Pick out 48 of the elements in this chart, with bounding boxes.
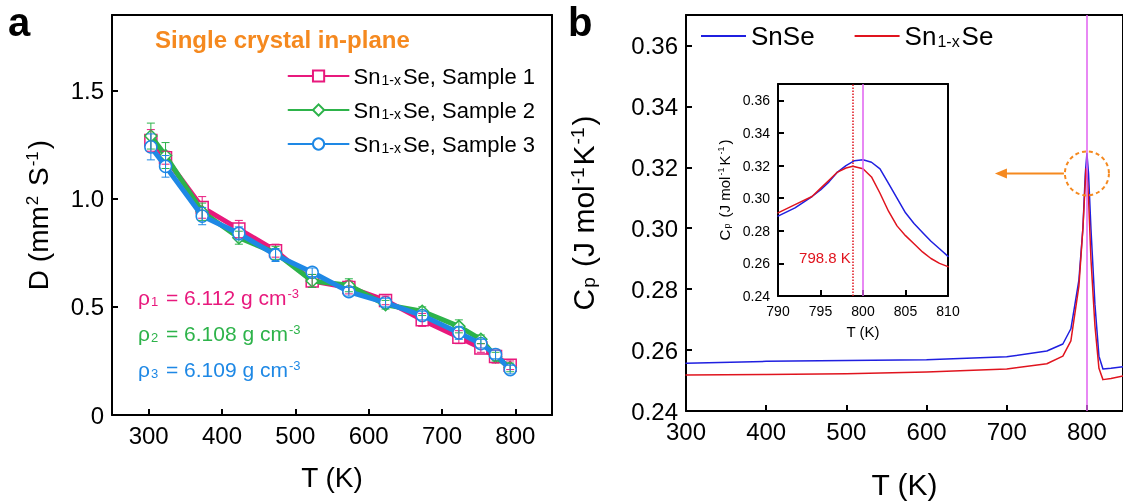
x-tick-label: 810 [936, 303, 960, 319]
legend-label: Sn1-xSe [904, 21, 994, 51]
x-tick-label: 500 [826, 417, 867, 445]
chart-title: Single crystal in-plane [155, 25, 410, 53]
legend-label: SnSe [751, 21, 815, 51]
y-axis-title: Cp (J mol-1K-1) [715, 139, 733, 241]
x-tick-label: 700 [421, 421, 463, 449]
x-tick-label: 800 [851, 303, 875, 319]
x-tick-label: 805 [893, 303, 918, 319]
x-tick-label: 795 [808, 303, 833, 319]
y-tick-label: 0.5 [70, 293, 104, 321]
y-axis-title: D (mm2 S-1) [22, 139, 54, 291]
y-tick-label: 0.30 [742, 190, 771, 207]
x-axis-title: T (K) [871, 467, 938, 501]
y-tick-label: 0.34 [742, 124, 771, 141]
text: a [8, 0, 31, 44]
y-tick-label: 1.0 [70, 185, 104, 213]
legend-label: Sn1-xSe, Sample 1 [353, 63, 535, 89]
x-tick-label: 400 [201, 421, 243, 449]
y-tick-label: 0.26 [631, 336, 678, 364]
y-tick-label: 0 [90, 401, 104, 429]
y-tick-label: 0.24 [742, 288, 771, 304]
ref-line-label: 798.8 K [799, 249, 851, 266]
y-tick-label: 0.32 [631, 153, 678, 181]
x-tick-label: 300 [128, 421, 169, 449]
x-tick-label: 400 [746, 417, 787, 445]
y-tick-label: 1.5 [70, 77, 104, 105]
x-tick-label: 500 [275, 421, 316, 449]
x-tick-label: 700 [986, 417, 1027, 445]
text: b [568, 0, 593, 44]
x-tick-label: 600 [348, 421, 389, 449]
x-tick-label: 800 [495, 421, 536, 449]
y-tick-label: 0.28 [631, 275, 678, 303]
legend-label: Sn1-xSe, Sample 3 [353, 131, 535, 157]
y-tick-label: 0.28 [742, 222, 771, 239]
x-tick-label: 790 [766, 303, 790, 319]
legend-label: Sn1-xSe, Sample 2 [353, 97, 535, 123]
y-tick-label: 0.36 [631, 31, 678, 59]
x-axis-title: T (K) [846, 323, 880, 340]
y-tick-label: 0.34 [631, 92, 678, 120]
y-tick-label: 0.30 [631, 214, 678, 242]
y-tick-label: 0.36 [742, 92, 771, 109]
x-tick-label: 800 [1066, 417, 1107, 445]
y-tick-label: 0.32 [742, 157, 771, 174]
y-axis-title: Cp (J mol-1K-1) [566, 115, 600, 311]
x-axis-title: T (K) [301, 461, 363, 493]
y-tick-label: 0.26 [742, 255, 771, 272]
x-tick-label: 600 [906, 417, 947, 445]
